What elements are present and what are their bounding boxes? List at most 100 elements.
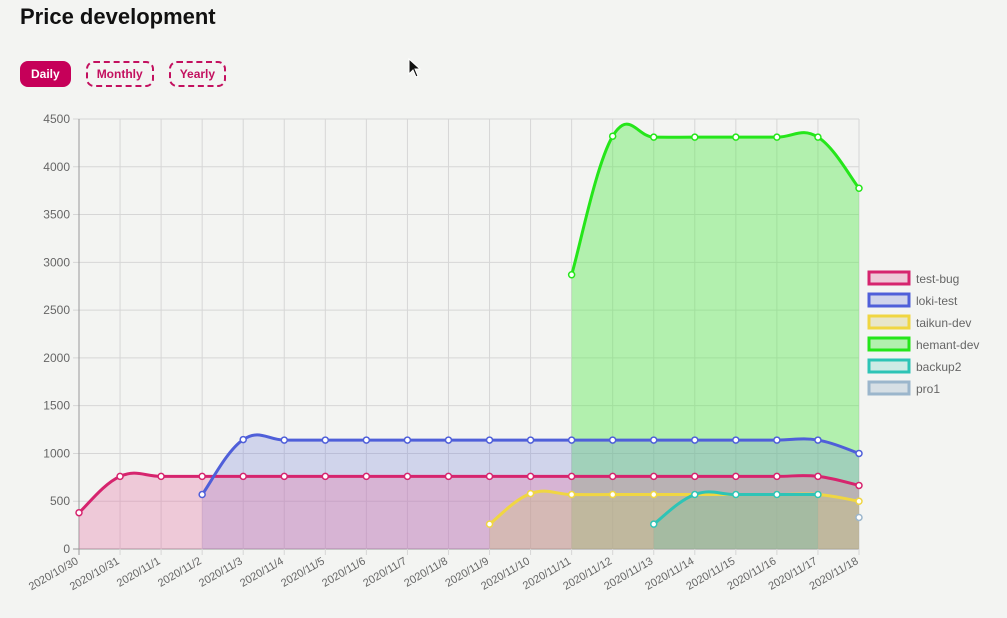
point-test-bug xyxy=(362,472,371,481)
point-loki-test xyxy=(649,436,658,444)
x-tick-label: 2020/11/1 xyxy=(115,555,163,589)
point-test-bug xyxy=(855,481,863,490)
point-taikun-dev xyxy=(649,490,658,499)
legend-swatch-backup2 xyxy=(867,358,911,374)
point-backup2 xyxy=(732,490,740,499)
point-test-bug xyxy=(814,472,822,481)
point-test-bug xyxy=(403,472,412,481)
point-test-bug xyxy=(239,472,247,481)
x-tick-label: 2020/11/4 xyxy=(238,555,286,589)
y-tick-label: 1500 xyxy=(43,399,70,413)
point-hemant-dev xyxy=(608,132,617,140)
x-tick-label: 2020/11/2 xyxy=(156,555,204,589)
line-test-bug xyxy=(77,471,860,514)
point-hemant-dev xyxy=(691,133,699,141)
point-backup2 xyxy=(691,490,699,499)
area-test-bug xyxy=(79,473,859,549)
point-hemant-dev xyxy=(567,271,576,279)
point-loki-test xyxy=(608,436,617,444)
y-tick-label: 1000 xyxy=(43,446,70,460)
point-loki-test xyxy=(526,436,535,444)
area-backup2 xyxy=(653,491,818,549)
point-loki-test xyxy=(362,436,371,444)
point-hemant-dev xyxy=(814,133,822,141)
legend-label-pro1: pro1 xyxy=(916,382,940,396)
point-loki-test xyxy=(198,490,206,499)
legend-swatch-taikun-dev xyxy=(867,314,911,330)
point-loki-test xyxy=(814,436,822,444)
point-test-bug xyxy=(116,472,124,481)
point-taikun-dev xyxy=(608,490,617,499)
point-test-bug xyxy=(444,472,453,481)
x-tick-label: 2020/11/3 xyxy=(197,555,245,589)
point-taikun-dev xyxy=(855,497,863,505)
point-taikun-dev xyxy=(485,520,494,528)
point-taikun-dev xyxy=(526,489,535,498)
x-tick-label: 2020/11/8 xyxy=(402,555,450,589)
y-tick-label: 3500 xyxy=(43,208,70,222)
legend-label-hemant-dev: hemant-dev xyxy=(916,338,979,352)
y-tick-label: 4000 xyxy=(43,160,70,174)
point-loki-test xyxy=(773,436,781,444)
line-hemant-dev xyxy=(570,122,861,276)
point-loki-test xyxy=(403,436,412,444)
point-backup2 xyxy=(649,520,658,528)
point-hemant-dev xyxy=(773,133,781,141)
daily-button[interactable]: Daily xyxy=(20,61,71,87)
point-test-bug xyxy=(567,472,576,481)
x-tick-label: 2020/11/5 xyxy=(279,555,327,589)
legend-swatch-hemant-dev xyxy=(867,336,911,352)
legend-swatch-loki-test xyxy=(867,292,911,308)
point-test-bug xyxy=(649,472,658,481)
point-loki-test xyxy=(691,436,699,444)
mouse-cursor-icon xyxy=(408,58,422,78)
y-tick-label: 3000 xyxy=(43,255,70,269)
period-tabs: Daily Monthly Yearly xyxy=(20,61,227,87)
point-test-bug xyxy=(526,472,535,481)
point-taikun-dev xyxy=(567,490,576,499)
yearly-button[interactable]: Yearly xyxy=(168,61,227,87)
point-loki-test xyxy=(732,436,740,444)
point-test-bug xyxy=(773,472,781,481)
legend-label-taikun-dev: taikun-dev xyxy=(916,316,971,330)
point-hemant-dev xyxy=(732,133,740,141)
point-loki-test xyxy=(280,436,289,444)
monthly-button[interactable]: Monthly xyxy=(85,61,154,87)
y-tick-label: 2000 xyxy=(43,351,70,365)
y-tick-label: 2500 xyxy=(43,303,70,317)
point-hemant-dev xyxy=(649,133,658,141)
point-test-bug xyxy=(157,472,165,481)
point-test-bug xyxy=(198,472,206,481)
point-test-bug xyxy=(608,472,617,481)
y-tick-label: 4500 xyxy=(43,112,70,126)
point-loki-test xyxy=(855,449,863,458)
x-tick-label: 2020/11/7 xyxy=(361,555,409,589)
point-test-bug xyxy=(321,472,330,481)
legend-swatch-pro1 xyxy=(867,380,911,396)
point-test-bug xyxy=(485,472,494,481)
legend-label-loki-test: loki-test xyxy=(916,294,958,308)
point-loki-test xyxy=(567,436,576,444)
chart-legend: test-bug loki-test taikun-dev hemant-dev bac… xyxy=(867,270,979,396)
point-loki-test xyxy=(485,436,494,444)
point-loki-test xyxy=(321,436,330,444)
point-test-bug xyxy=(280,472,289,481)
page-title: Price development xyxy=(20,4,216,29)
point-pro1 xyxy=(855,513,863,522)
point-test-bug xyxy=(75,508,83,517)
point-test-bug xyxy=(691,472,699,481)
legend-label-backup2: backup2 xyxy=(916,360,962,374)
point-loki-test xyxy=(444,436,453,444)
point-hemant-dev xyxy=(855,184,863,193)
area-taikun-dev xyxy=(489,491,859,549)
area-hemant-dev xyxy=(571,124,859,550)
point-loki-test xyxy=(239,435,247,444)
legend-label-test-bug: test-bug xyxy=(916,272,959,286)
point-backup2 xyxy=(814,490,822,499)
x-tick-label: 2020/11/6 xyxy=(320,555,368,589)
point-test-bug xyxy=(732,472,740,481)
y-tick-label: 500 xyxy=(50,494,70,508)
legend-swatch-test-bug xyxy=(867,270,911,286)
y-tick-label: 0 xyxy=(63,542,70,556)
